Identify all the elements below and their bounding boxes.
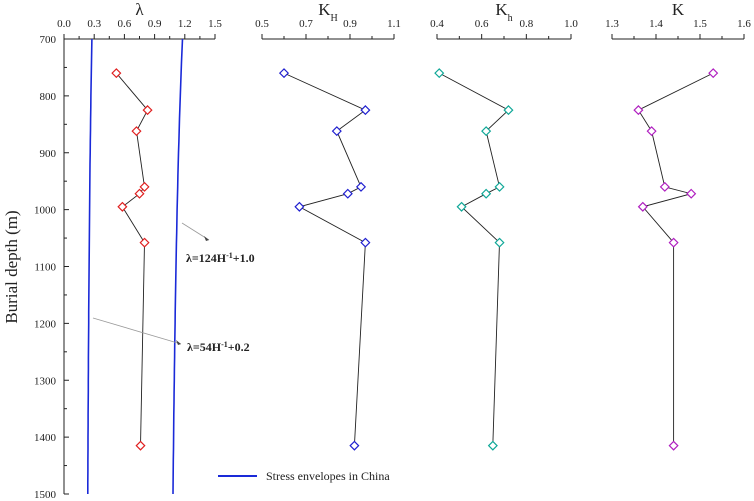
y-tick-label: 1300 xyxy=(34,375,57,387)
x-tick-label: 1.5 xyxy=(208,18,222,30)
envelope-upper-label: λ=124H-1+1.0 xyxy=(186,251,255,266)
x-tick-label: 0.9 xyxy=(343,18,357,30)
annotation-leader-line xyxy=(92,317,182,345)
data-point xyxy=(139,237,150,248)
y-tick-label: 1200 xyxy=(34,318,57,330)
data-point xyxy=(331,126,342,137)
x-tick-label: 0.4 xyxy=(430,18,444,30)
legend: Stress envelopes in China xyxy=(218,469,390,483)
data-point xyxy=(111,68,122,79)
x-tick-label: 1.5 xyxy=(693,18,707,30)
series-line xyxy=(438,72,510,446)
x-tick-label: 0.7 xyxy=(299,18,313,30)
x-tick-label: 1.0 xyxy=(564,18,578,30)
panel-title: KH xyxy=(318,0,338,24)
data-point xyxy=(434,68,445,79)
data-point xyxy=(342,188,353,199)
data-point xyxy=(637,201,648,212)
data-point xyxy=(494,181,505,192)
series-line xyxy=(115,72,149,446)
y-tick-label: 1000 xyxy=(34,205,57,217)
data-point xyxy=(131,126,142,137)
x-tick-label: 0.6 xyxy=(118,18,132,30)
data-point xyxy=(355,181,367,192)
y-tick-label: 1100 xyxy=(34,262,56,274)
x-tick-label: 1.6 xyxy=(737,18,751,30)
data-point xyxy=(481,126,492,137)
data-point xyxy=(481,188,492,199)
x-tick-label: 0.0 xyxy=(57,18,71,30)
data-point xyxy=(494,237,505,248)
data-point xyxy=(134,188,145,199)
y-tick-label: 800 xyxy=(40,91,57,103)
y-axis-label: Burial depth (m) xyxy=(2,210,21,323)
y-tick-label: 900 xyxy=(40,148,57,160)
x-tick-label: 1.3 xyxy=(605,18,619,30)
data-point xyxy=(646,126,657,137)
data-point xyxy=(686,188,697,199)
x-tick-label: 0.6 xyxy=(475,18,489,30)
x-tick-label: 1.2 xyxy=(178,18,192,30)
panel-KH: KH 0.5 0.7 0.9 1.1 xyxy=(255,0,401,451)
envelope-lower-label: λ=54H-1+0.2 xyxy=(187,340,250,355)
y-tick-label: 700 xyxy=(40,34,57,46)
data-point xyxy=(349,440,360,451)
data-point xyxy=(633,105,644,116)
panel-lambda: λ 0.0 0.3 0.6 0.9 1.2 1.5 xyxy=(57,0,222,451)
x-tick-label: 0.5 xyxy=(255,18,269,30)
x-tick-label: 1.1 xyxy=(387,18,401,30)
envelope-upper-line xyxy=(172,38,184,495)
data-point xyxy=(117,201,128,212)
y-tick-label: 1400 xyxy=(34,432,57,444)
data-point xyxy=(708,68,719,79)
data-point xyxy=(135,440,146,451)
data-point xyxy=(668,440,679,451)
series-line xyxy=(283,72,367,446)
data-point xyxy=(360,105,371,116)
data-point xyxy=(294,201,305,212)
annotation-arrowhead xyxy=(204,236,209,241)
data-point xyxy=(503,105,514,116)
chart-panels: λ 0.0 0.3 0.6 0.9 1.2 1.5 KH 0.5 0.7 0.9 1.1 Kh 0.4 0.… xyxy=(57,0,751,451)
data-point xyxy=(360,237,371,248)
y-tick-label: 1500 xyxy=(34,489,57,501)
panel-title: λ xyxy=(135,0,144,19)
panel-K: K 1.3 1.4 1.5 1.6 xyxy=(605,0,751,451)
series-line xyxy=(637,72,714,446)
envelope-lower-line xyxy=(87,38,93,494)
data-point xyxy=(139,181,150,192)
panel-title: Kh xyxy=(495,0,512,24)
stress-envelopes: λ=124H-1+1.0 λ=54H-1+0.2 xyxy=(87,38,255,495)
panel-Kh: Kh 0.4 0.6 0.8 1.0 xyxy=(430,0,578,451)
data-point xyxy=(659,181,670,192)
legend-label: Stress envelopes in China xyxy=(266,469,390,483)
y-axis: 700 800 900 1000 1100 1200 1300 1400 1500 xyxy=(34,34,69,501)
panel-title: K xyxy=(672,0,685,19)
x-tick-label: 1.4 xyxy=(649,18,663,30)
data-point xyxy=(278,68,290,79)
x-tick-label: 0.3 xyxy=(87,18,101,30)
data-point xyxy=(456,201,467,212)
data-point xyxy=(487,440,498,451)
x-tick-label: 0.9 xyxy=(148,18,162,30)
data-point xyxy=(142,105,153,116)
annotation-arrowhead xyxy=(176,340,181,345)
data-point xyxy=(668,237,679,248)
x-tick-label: 0.8 xyxy=(519,18,533,30)
